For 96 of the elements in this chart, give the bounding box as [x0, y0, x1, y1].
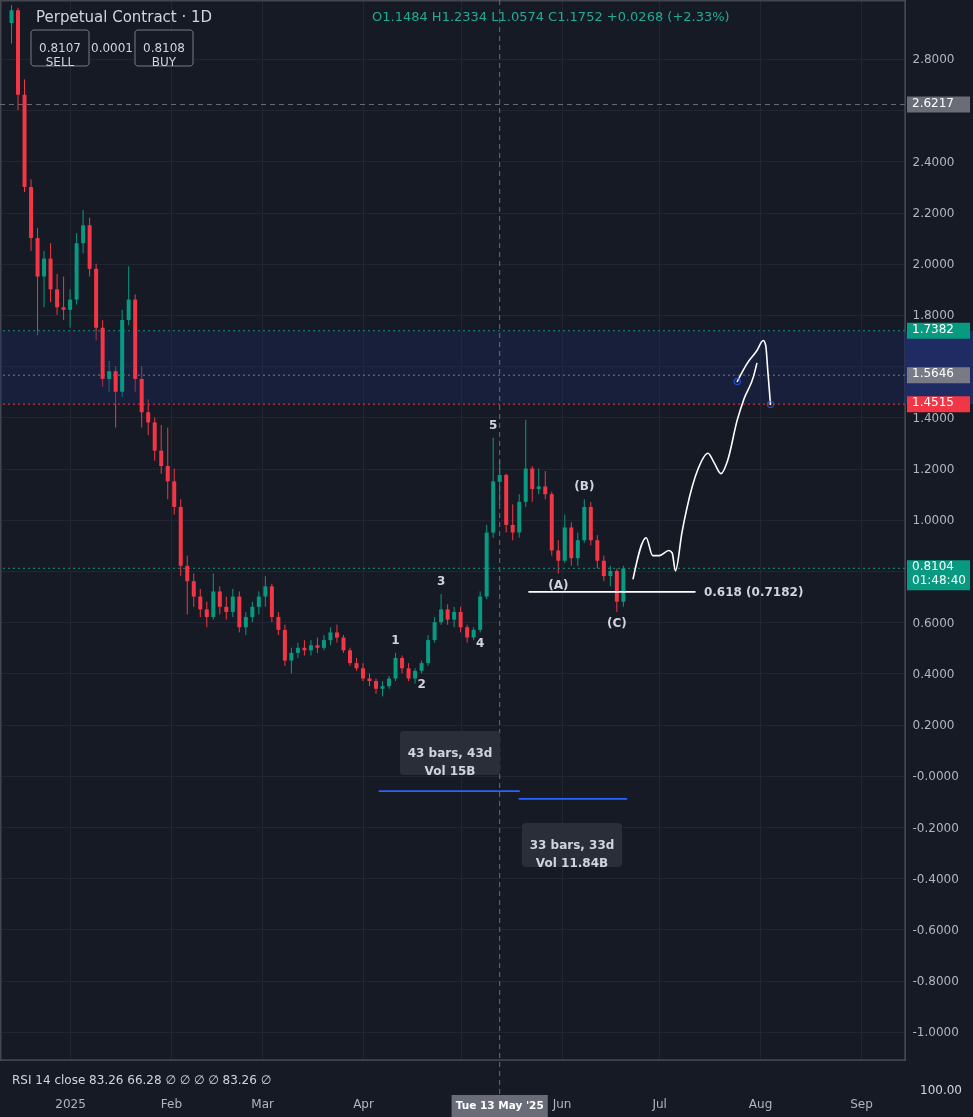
candlestick [536, 468, 541, 495]
y-tick-label: 1.0000 [912, 513, 955, 528]
x-tick-label: Apr [353, 1096, 374, 1111]
annotation: 4 [475, 636, 485, 651]
candlestick [42, 250, 47, 308]
candlestick [289, 647, 294, 674]
ref-line-label: Tue 13 May '25 [455, 1099, 544, 1111]
candlestick [543, 470, 548, 500]
candlestick [256, 590, 261, 615]
candlestick [295, 642, 300, 659]
candlestick [595, 534, 600, 569]
candlestick [510, 503, 515, 541]
candlestick [243, 611, 248, 636]
ref-line-label: 0.8104 01:48:40 [912, 559, 966, 588]
candlestick [387, 675, 392, 690]
candlestick [393, 652, 398, 682]
candlestick [530, 465, 535, 503]
candlestick [413, 667, 418, 685]
line-series [632, 362, 758, 580]
candlestick [224, 596, 229, 621]
candlestick [230, 588, 235, 618]
y-tick-label: -0.2000 [912, 820, 959, 835]
annotation: 0.8107 SELL [39, 41, 81, 69]
candlestick [191, 573, 196, 608]
y-tick-label: 2.0000 [912, 257, 955, 272]
candlestick [107, 360, 112, 393]
candlestick [159, 424, 164, 475]
candlestick [374, 678, 379, 695]
x-tick-label: Feb [160, 1096, 183, 1111]
annotation: 0.618 (0.7182) [703, 584, 804, 599]
candlestick [198, 588, 203, 618]
candlestick [445, 603, 450, 626]
x-tick-label: Jul [651, 1096, 667, 1111]
candlestick [263, 575, 268, 608]
annotation: (B) [574, 479, 595, 494]
y-tick-label: 1.2000 [912, 462, 955, 477]
x-tick-label: 2025 [55, 1096, 86, 1111]
y-tick-label: -0.8000 [912, 974, 959, 989]
y-tick-label: -0.0000 [912, 769, 959, 784]
y-tick-label: -0.4000 [912, 871, 959, 886]
text: O1.1484 H1.2334 L1.0574 C1.1752 +0.0268 (+2.33%) [372, 9, 730, 24]
annotation: (A) [548, 577, 569, 592]
y-tick-label: 1.8000 [912, 308, 955, 323]
y-tick-label: -0.6000 [912, 922, 959, 937]
candlestick [9, 4, 14, 45]
candlestick [575, 532, 580, 567]
candlestick [439, 593, 444, 626]
annotation: (C) [606, 615, 627, 630]
x-tick-label: Sep [850, 1096, 873, 1111]
candlestick [61, 276, 66, 321]
candlestick [432, 616, 437, 644]
annotation: 3 [436, 574, 446, 589]
x-tick-label: Mar [251, 1096, 274, 1111]
text: RSI 14 close 83.26 66.28 ∅ ∅ ∅ ∅ 83.26 ∅ [12, 1073, 272, 1087]
text: 100.00 [920, 1083, 962, 1097]
y-tick-label: 2.2000 [912, 206, 955, 221]
ref-line-label: 2.6217 [912, 95, 954, 110]
candlestick [458, 606, 463, 633]
x-tick-label: Jun [551, 1096, 572, 1111]
ref-line-label: 1.5646 [912, 366, 954, 381]
text: Perpetual Contract · 1D [36, 8, 213, 26]
y-tick-label: 0.4000 [912, 666, 955, 681]
candlestick [426, 634, 431, 667]
candlestick [204, 601, 209, 628]
y-tick-label: 2.4000 [912, 154, 955, 169]
candlestick [68, 288, 73, 329]
candlestick [55, 273, 60, 316]
annotation: 0.8108 BUY [143, 41, 185, 69]
y-tick-label: 1.4000 [912, 410, 955, 425]
candlestick [81, 209, 86, 254]
candlestick [250, 601, 255, 623]
y-tick-label: 2.8000 [912, 52, 955, 67]
candlestick [321, 634, 326, 651]
candlestick [334, 624, 339, 644]
annotation: 2 [417, 677, 426, 692]
candlestick [185, 555, 190, 615]
ref-line-label: 1.7382 [912, 321, 954, 336]
y-tick-label: 0.6000 [912, 615, 955, 630]
x-tick-label: Aug [748, 1096, 773, 1111]
annotation: 5 [489, 417, 498, 432]
annotation: 43 bars, 43d Vol 15B [407, 746, 493, 778]
candlestick [165, 427, 170, 500]
annotation: 1 [391, 632, 400, 647]
y-tick-label: -1.0000 [912, 1025, 959, 1040]
annotation: 33 bars, 33d Vol 11.84B [529, 838, 615, 870]
candlestick [601, 555, 606, 582]
ref-line-label: 1.4515 [912, 395, 954, 410]
candlestick [217, 585, 222, 615]
candlestick [556, 539, 561, 575]
candlestick [452, 606, 457, 628]
line-series [736, 339, 772, 406]
candlestick [126, 265, 131, 326]
annotation: 0.0001 [91, 41, 133, 55]
candlestick [308, 639, 313, 656]
candlestick [276, 611, 281, 636]
y-tick-label: 0.2000 [912, 718, 955, 733]
